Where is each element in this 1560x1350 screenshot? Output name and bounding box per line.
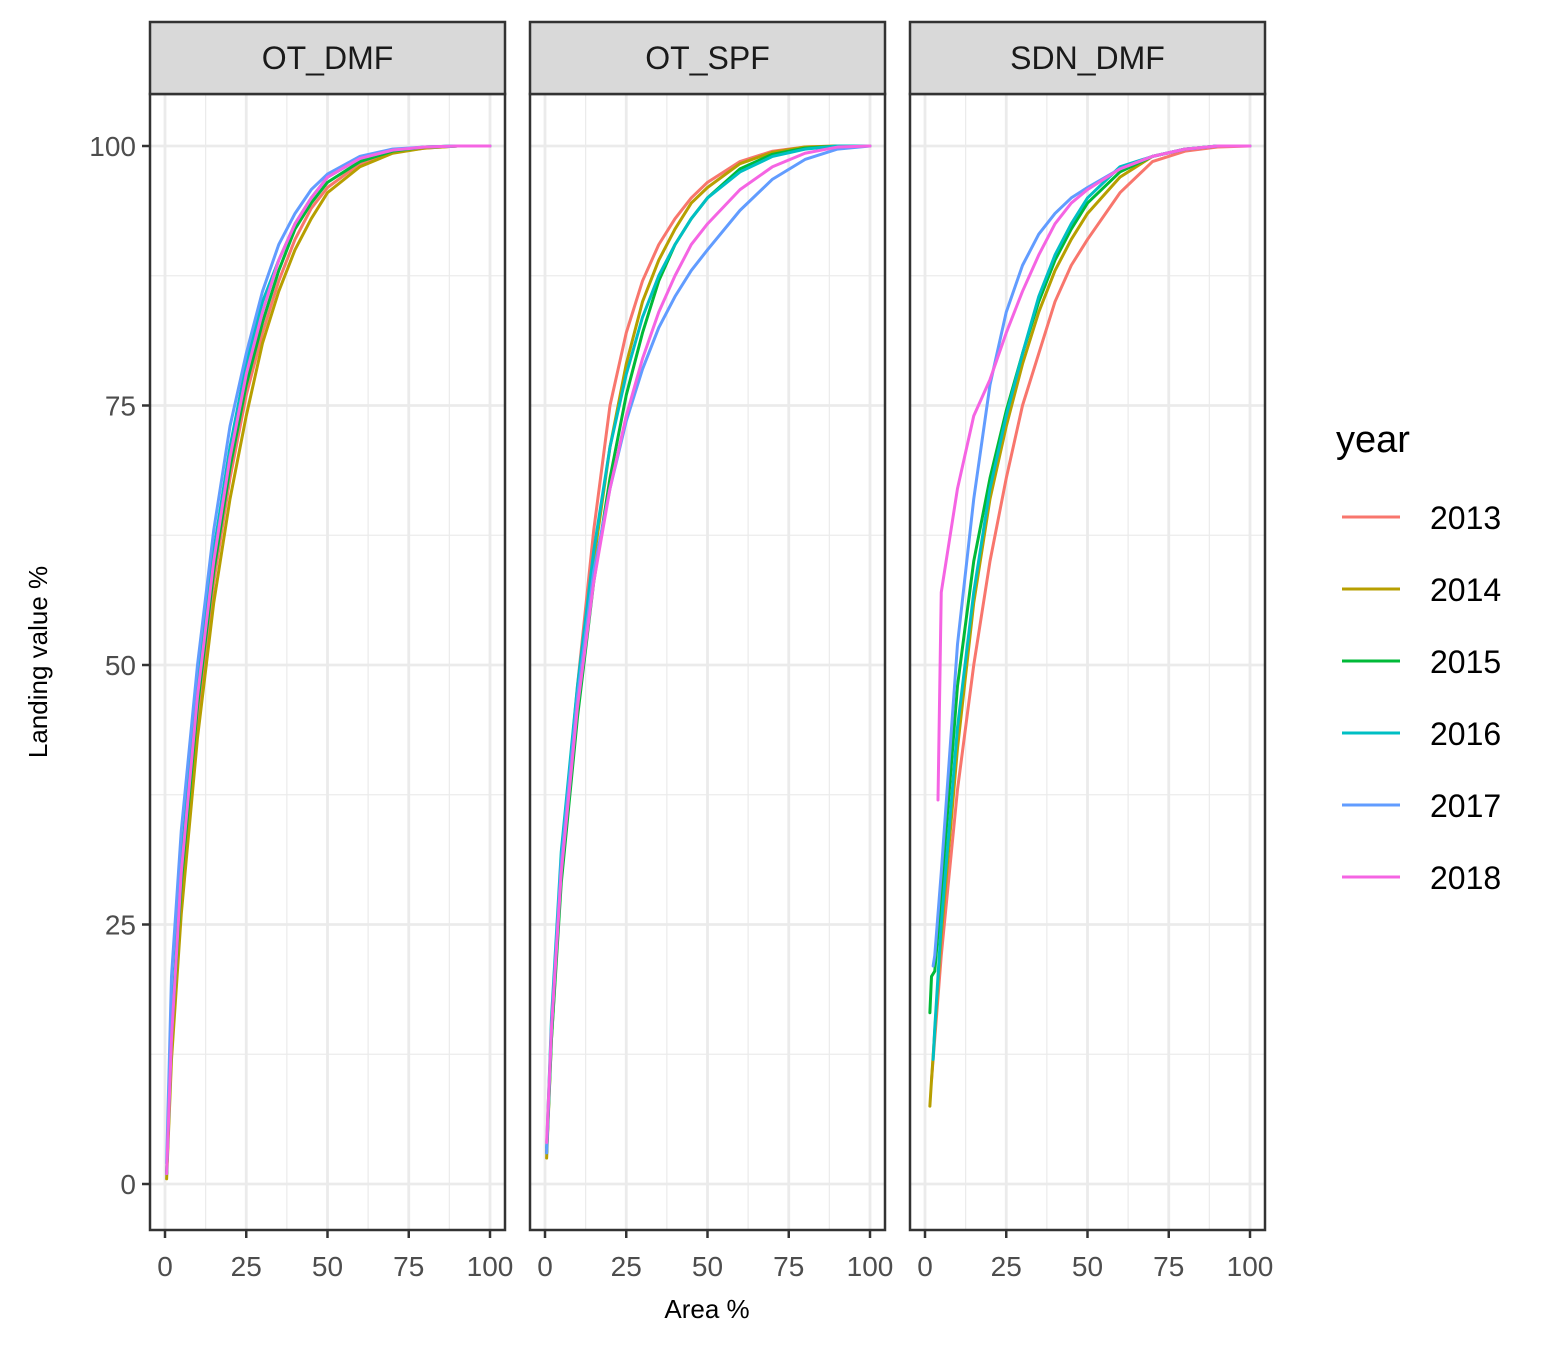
x-tick-label: 0 xyxy=(537,1251,553,1282)
series-line-2018 xyxy=(545,144,872,1144)
x-axis-title: Area % xyxy=(664,1294,749,1324)
series-line-2018 xyxy=(165,144,492,1176)
strip-background xyxy=(908,20,1267,96)
y-tick-label: 0 xyxy=(120,1169,136,1200)
y-tick-label: 75 xyxy=(105,391,136,422)
legend-label: 2016 xyxy=(1430,716,1501,752)
x-tick-label: 0 xyxy=(157,1251,173,1282)
strip-label: OT_DMF xyxy=(262,40,394,76)
x-tick-label: 75 xyxy=(773,1251,804,1282)
legend-label: 2015 xyxy=(1430,644,1501,680)
strip-background xyxy=(148,20,507,96)
series-line-2018 xyxy=(936,144,1252,802)
x-tick-label: 50 xyxy=(1072,1251,1103,1282)
y-tick-label: 50 xyxy=(105,650,136,681)
series-line-2014 xyxy=(165,144,492,1181)
y-tick-label: 25 xyxy=(105,910,136,941)
x-tick-label: 100 xyxy=(847,1251,894,1282)
strip-background xyxy=(528,20,887,96)
y-axis-title: Landing value % xyxy=(23,566,53,758)
legend-label: 2014 xyxy=(1430,572,1501,608)
x-tick-label: 0 xyxy=(917,1251,933,1282)
strip-label: SDN_DMF xyxy=(1010,40,1165,76)
x-tick-label: 25 xyxy=(991,1251,1022,1282)
x-tick-label: 25 xyxy=(231,1251,262,1282)
y-tick-label: 100 xyxy=(89,131,136,162)
legend-label: 2017 xyxy=(1430,788,1501,824)
x-tick-label: 100 xyxy=(1227,1251,1274,1282)
x-tick-label: 75 xyxy=(1153,1251,1184,1282)
series-line-2013 xyxy=(930,144,1252,1082)
x-tick-label: 75 xyxy=(393,1251,424,1282)
x-tick-label: 50 xyxy=(692,1251,723,1282)
x-tick-label: 100 xyxy=(467,1251,514,1282)
x-tick-label: 25 xyxy=(611,1251,642,1282)
legend-label: 2013 xyxy=(1430,500,1501,536)
x-tick-label: 50 xyxy=(312,1251,343,1282)
legend-title: year xyxy=(1336,419,1410,461)
strip-label: OT_SPF xyxy=(645,40,769,76)
legend-label: 2018 xyxy=(1430,860,1501,896)
